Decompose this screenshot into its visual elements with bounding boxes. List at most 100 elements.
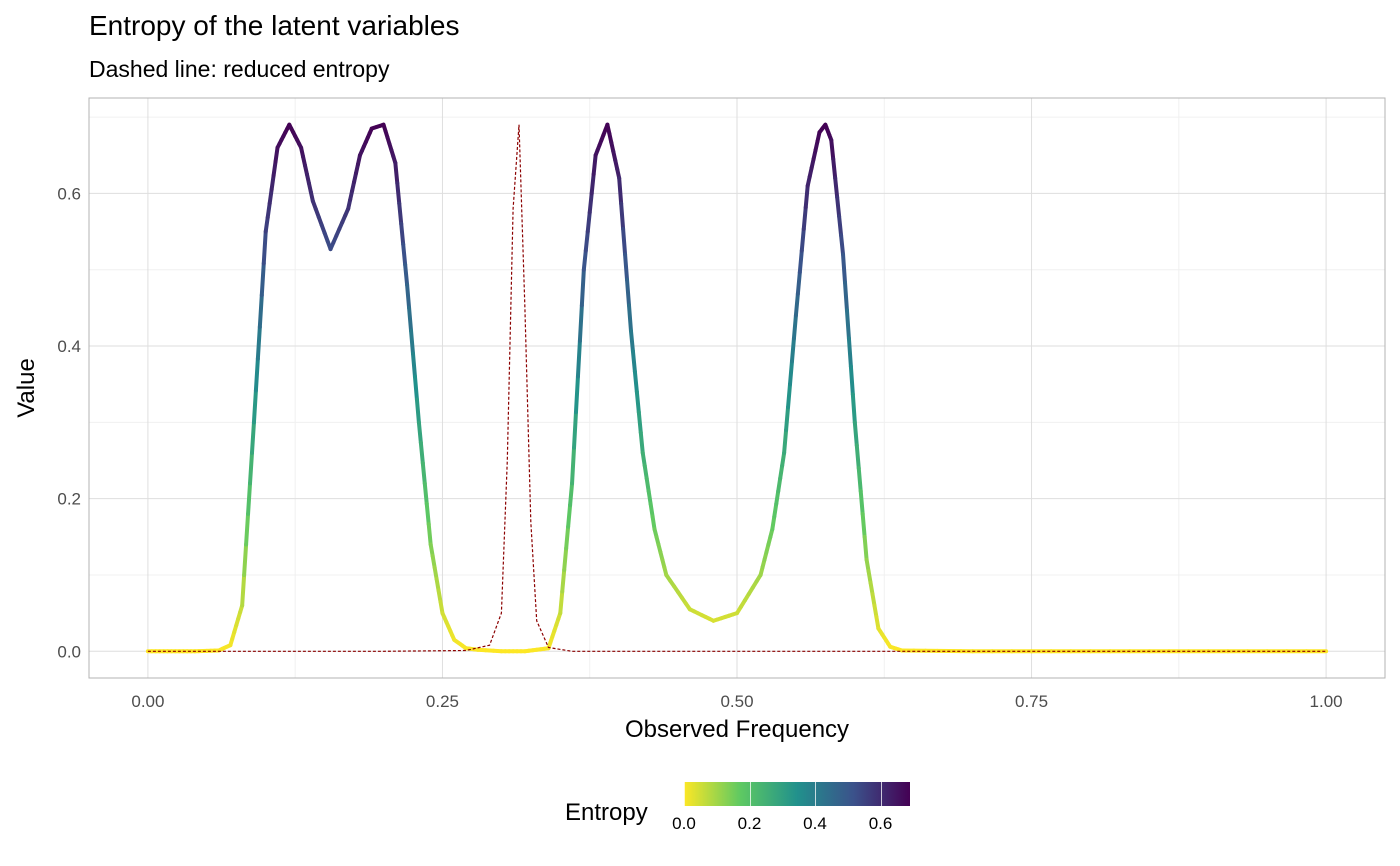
y-axis-title: Value bbox=[13, 358, 40, 418]
legend-tick-label: 0.6 bbox=[868, 814, 893, 833]
entropy-segment bbox=[835, 195, 842, 219]
axis-ticks: 0.00 0.25 0.50 0.75 1.00 0.0 0.2 0.4 0.6 bbox=[57, 184, 1342, 711]
entropy-segment bbox=[848, 364, 855, 397]
x-tick-label: 0.50 bbox=[720, 692, 753, 711]
legend-tick-mark bbox=[880, 782, 882, 806]
entropy-segment bbox=[642, 463, 649, 481]
entropy-segment bbox=[776, 476, 783, 494]
entropy-segment bbox=[397, 201, 404, 226]
entropy-segment bbox=[591, 153, 598, 177]
legend-color-bar bbox=[684, 782, 910, 806]
entropy-segment bbox=[623, 252, 630, 282]
entropy-segment bbox=[257, 293, 264, 329]
entropy-segment bbox=[770, 514, 777, 532]
entropy-segment bbox=[579, 267, 586, 308]
legend-tick-mark bbox=[684, 782, 685, 806]
entropy-segment bbox=[566, 503, 573, 529]
entropy-segment bbox=[273, 145, 280, 164]
legend-title: Entropy bbox=[565, 799, 648, 826]
entropy-segment bbox=[249, 420, 256, 455]
chart-title: Entropy of the latent variables bbox=[89, 10, 460, 41]
entropy-segment bbox=[263, 215, 270, 234]
x-tick-label: 0.00 bbox=[131, 692, 164, 711]
entropy-segment bbox=[248, 450, 254, 486]
entropy-segment bbox=[420, 461, 427, 486]
entropy-segment bbox=[801, 205, 808, 232]
entropy-segment bbox=[854, 443, 861, 471]
entropy-segment bbox=[568, 481, 575, 508]
x-tick-label: 0.75 bbox=[1015, 692, 1048, 711]
entropy-segment bbox=[784, 405, 791, 432]
entropy-segment bbox=[564, 524, 571, 551]
entropy-segment bbox=[589, 172, 596, 196]
entropy-segment bbox=[833, 176, 840, 200]
entropy-segment bbox=[416, 420, 423, 445]
entropy-segment bbox=[253, 356, 260, 393]
y-tick-label: 0.6 bbox=[57, 184, 81, 203]
legend-tick-mark bbox=[815, 782, 816, 806]
entropy-segment bbox=[255, 324, 262, 361]
entropy-segment bbox=[560, 567, 567, 594]
entropy-segment bbox=[399, 221, 406, 247]
entropy-segment bbox=[585, 210, 592, 234]
entropy-segment bbox=[393, 160, 400, 186]
entropy-segment bbox=[401, 242, 408, 267]
entropy-segment bbox=[846, 336, 853, 369]
x-tick-label: 1.00 bbox=[1310, 692, 1343, 711]
entropy-segment bbox=[829, 137, 836, 162]
x-tick-label: 0.25 bbox=[426, 692, 459, 711]
entropy-segment bbox=[411, 351, 417, 379]
entropy-segment bbox=[422, 481, 429, 506]
entropy-segment bbox=[780, 450, 787, 468]
entropy-segment bbox=[562, 546, 569, 572]
entropy-segment bbox=[405, 282, 412, 310]
entropy-segment bbox=[650, 514, 657, 532]
x-axis-title: Observed Frequency bbox=[625, 716, 849, 743]
entropy-segment bbox=[791, 313, 798, 341]
entropy-segment bbox=[638, 430, 645, 455]
entropy-segment bbox=[628, 328, 635, 354]
entropy-segment bbox=[803, 183, 810, 210]
entropy-segment bbox=[581, 248, 588, 272]
entropy-segment bbox=[424, 501, 431, 527]
chart-subtitle: Dashed line: reduced entropy bbox=[89, 56, 390, 82]
entropy-segment bbox=[242, 542, 249, 577]
entropy-segment bbox=[797, 248, 804, 275]
entropy-segment bbox=[837, 214, 844, 238]
entropy-segment bbox=[558, 589, 565, 616]
entropy-segment bbox=[246, 481, 253, 516]
entropy-segment bbox=[572, 410, 578, 450]
legend-tick-label: 0.4 bbox=[803, 814, 827, 833]
entropy-segment bbox=[632, 369, 639, 394]
entropy-segment bbox=[774, 489, 781, 506]
entropy-segment bbox=[841, 252, 847, 285]
entropy-segment bbox=[640, 450, 647, 468]
legend-tick-label: 0.0 bbox=[672, 814, 696, 833]
entropy-segment bbox=[240, 572, 247, 608]
entropy-segment bbox=[646, 489, 653, 506]
entropy-segment bbox=[251, 388, 258, 425]
entropy-segment bbox=[795, 270, 802, 296]
entropy-segment bbox=[575, 338, 582, 379]
entropy-segment bbox=[778, 463, 785, 481]
entropy-segment bbox=[644, 476, 651, 494]
grid-lines bbox=[89, 98, 1385, 678]
entropy-segment bbox=[403, 262, 410, 287]
entropy-segment bbox=[418, 440, 425, 466]
entropy-segment bbox=[271, 159, 278, 178]
entropy-segment bbox=[831, 157, 838, 181]
entropy-segment bbox=[414, 397, 421, 425]
entropy-segment bbox=[619, 201, 626, 232]
entropy-segment bbox=[261, 229, 268, 266]
entropy-segment bbox=[426, 522, 433, 547]
entropy-segment bbox=[617, 176, 624, 206]
reduced-entropy-curve bbox=[147, 124, 1327, 652]
entropy-segment bbox=[850, 392, 857, 425]
entropy-segment bbox=[788, 359, 794, 387]
entropy-segment bbox=[634, 389, 641, 415]
entropy-segment bbox=[627, 303, 633, 333]
entropy-segment bbox=[587, 191, 594, 215]
entropy-segment bbox=[793, 291, 800, 318]
entropy-segment bbox=[265, 201, 272, 220]
